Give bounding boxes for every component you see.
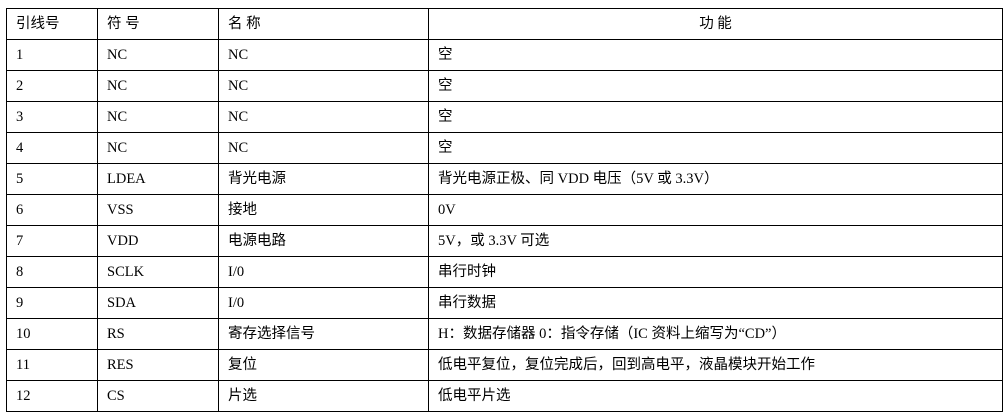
table-body: 1 NC NC 空 2 NC NC 空 3 NC NC 空 4 NC NC 空 5 LDEA 背光电源 背光电源正极、… [6,39,1003,412]
cell-symbol: RS [97,318,219,350]
cell-name: NC [218,70,429,102]
cell-function: 0V [428,194,1003,226]
cell-symbol: NC [97,70,219,102]
cell-function: 空 [428,70,1003,102]
cell-name: 接地 [218,194,429,226]
cell-symbol: VSS [97,194,219,226]
table-row: 1 NC NC 空 [6,39,1003,71]
column-header-symbol: 符 号 [97,8,219,40]
cell-name: I/0 [218,287,429,319]
cell-symbol: NC [97,39,219,71]
cell-function: 背光电源正极、同 VDD 电压（5V 或 3.3V） [428,163,1003,195]
table-row: 7 VDD 电源电路 5V，或 3.3V 可选 [6,225,1003,257]
cell-name: 复位 [218,349,429,381]
cell-pin-number: 8 [6,256,98,288]
table-row: 8 SCLK I/0 串行时钟 [6,256,1003,288]
cell-symbol: VDD [97,225,219,257]
table-header-row: 引线号 符 号 名 称 功 能 [6,8,1003,40]
column-header-function: 功 能 [428,8,1003,40]
column-header-name: 名 称 [218,8,429,40]
cell-name: NC [218,132,429,164]
clipped-caption-text: 模块引脚功能说明如下表所示： [6,0,426,3]
cell-name: 片选 [218,380,429,412]
table-row: 9 SDA I/0 串行数据 [6,287,1003,319]
cell-pin-number: 5 [6,163,98,195]
table-row: 10 RS 寄存选择信号 H：数据存储器 0：指令存储（IC 资料上缩写为“CD”） [6,318,1003,350]
cell-name: 寄存选择信号 [218,318,429,350]
cell-symbol: RES [97,349,219,381]
column-header-pin-number: 引线号 [6,8,98,40]
cell-pin-number: 4 [6,132,98,164]
table-row: 6 VSS 接地 0V [6,194,1003,226]
table-header: 引线号 符 号 名 称 功 能 [6,8,1003,40]
cell-function: 低电平复位，复位完成后，回到高电平，液晶模块开始工作 [428,349,1003,381]
table-row: 11 RES 复位 低电平复位，复位完成后，回到高电平，液晶模块开始工作 [6,349,1003,381]
cell-name: 背光电源 [218,163,429,195]
cell-pin-number: 10 [6,318,98,350]
cell-pin-number: 9 [6,287,98,319]
cell-function: 低电平片选 [428,380,1003,412]
cell-symbol: NC [97,101,219,133]
cell-pin-number: 7 [6,225,98,257]
cell-function: 空 [428,101,1003,133]
cell-pin-number: 3 [6,101,98,133]
cell-pin-number: 6 [6,194,98,226]
cell-pin-number: 1 [6,39,98,71]
cell-pin-number: 11 [6,349,98,381]
table-row: 5 LDEA 背光电源 背光电源正极、同 VDD 电压（5V 或 3.3V） [6,163,1003,195]
cell-name: NC [218,39,429,71]
cell-symbol: NC [97,132,219,164]
cell-function: 5V，或 3.3V 可选 [428,225,1003,257]
cell-symbol: SCLK [97,256,219,288]
pin-table-container: 引线号 符 号 名 称 功 能 1 NC NC 空 2 NC NC 空 3 NC NC 空 4 NC NC 空… [6,8,1003,412]
cell-function: 空 [428,39,1003,71]
cell-symbol: SDA [97,287,219,319]
cell-pin-number: 12 [6,380,98,412]
cell-function: 串行数据 [428,287,1003,319]
cell-function: H：数据存储器 0：指令存储（IC 资料上缩写为“CD”） [428,318,1003,350]
cell-name: I/0 [218,256,429,288]
table-row: 12 CS 片选 低电平片选 [6,380,1003,412]
table-row: 2 NC NC 空 [6,70,1003,102]
cell-function: 串行时钟 [428,256,1003,288]
cell-symbol: LDEA [97,163,219,195]
cell-name: NC [218,101,429,133]
table-row: 3 NC NC 空 [6,101,1003,133]
cell-name: 电源电路 [218,225,429,257]
cell-symbol: CS [97,380,219,412]
pin-description-table: 引线号 符 号 名 称 功 能 1 NC NC 空 2 NC NC 空 3 NC NC 空 4 NC NC 空… [6,8,1003,412]
cell-pin-number: 2 [6,70,98,102]
table-row: 4 NC NC 空 [6,132,1003,164]
cell-function: 空 [428,132,1003,164]
